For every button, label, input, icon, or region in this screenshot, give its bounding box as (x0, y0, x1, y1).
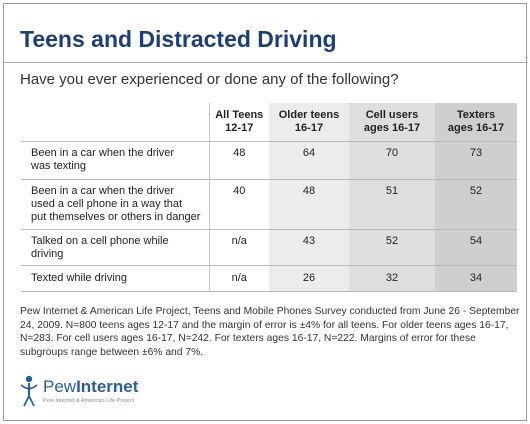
value-cell: 51 (349, 179, 435, 230)
value-cell: 70 (349, 141, 435, 180)
value-cell: 52 (435, 179, 517, 230)
row-label: Texted while driving (21, 265, 209, 292)
row-label: Been in a car when the driver was texting (21, 141, 209, 180)
table-row: Texted while driving n/a 26 32 34 (21, 265, 517, 292)
chart-title: Teens and Distracted Driving (20, 26, 337, 52)
column-header-line: Older teens (278, 108, 340, 121)
column-header-line: Cell users (365, 108, 419, 121)
chart-subtitle: Have you ever experienced or done any of… (20, 71, 399, 88)
header-blank-cell (21, 103, 209, 142)
pew-internet-logo: PewInternet Pew Internet & American Life… (17, 374, 167, 410)
chart-frame: Teens and Distracted Driving Have you ev… (3, 3, 528, 421)
header-row: All Teens 12-17 Older teens 16-17 Cell use… (21, 103, 517, 142)
value-cell: 26 (269, 265, 349, 292)
value-cell: 43 (269, 229, 349, 266)
row-label-line: used a cell phone in a way that (31, 197, 183, 210)
row-label-line: Talked on a cell phone while (31, 234, 169, 247)
value-cell: 48 (208, 141, 269, 180)
value-cell: n/a (208, 265, 269, 292)
row-label-line: driving (31, 247, 64, 260)
row-label-line: was texting (31, 159, 87, 172)
column-header-line: All Teens (215, 108, 264, 121)
value-cell: 32 (349, 265, 435, 292)
row-label: Been in a car when the driver used a cell… (21, 179, 209, 230)
value-cell: 54 (435, 229, 517, 266)
logo-word-bold: Internet (76, 377, 139, 396)
value-cell: n/a (208, 229, 269, 266)
value-cell: 73 (435, 141, 517, 180)
column-header-all-teens: All Teens 12-17 (208, 103, 269, 142)
row-label-line: Texted while driving (31, 271, 127, 284)
column-header-line: ages 16-17 (447, 121, 505, 134)
value-cell: 48 (269, 179, 349, 230)
value-cell: 64 (269, 141, 349, 180)
column-header-texters: Texters ages 16-17 (435, 103, 517, 142)
logo-tagline: Pew Internet & American Life Project (43, 398, 135, 404)
row-label-line: put themselves or others in danger (31, 210, 201, 223)
data-table: All Teens 12-17 Older teens 16-17 Cell use… (21, 103, 517, 292)
column-header-line: 16-17 (294, 121, 324, 134)
row-label-line: Been in a car when the driver (31, 146, 175, 159)
title-divider (4, 62, 528, 63)
logo-wordmark: PewInternet (43, 377, 138, 397)
logo-word: Pew (43, 377, 77, 396)
table-row: Talked on a cell phone while driving n/a … (21, 229, 517, 266)
column-header-line: 12-17 (225, 121, 254, 134)
row-label: Talked on a cell phone while driving (21, 229, 209, 266)
pew-logo-icon (20, 375, 38, 407)
column-header-cell-users: Cell users ages 16-17 (349, 103, 435, 142)
column-header-line: Texters (456, 108, 496, 121)
column-header-line: ages 16-17 (363, 121, 421, 134)
value-cell: 40 (208, 179, 269, 230)
source-note: Pew Internet & American Life Project, Te… (20, 306, 520, 358)
value-cell: 34 (435, 265, 517, 292)
value-cell: 52 (349, 229, 435, 266)
table-row: Been in a car when the driver used a cell… (21, 179, 517, 230)
row-label-line: Been in a car when the driver (31, 184, 175, 197)
column-header-older-teens: Older teens 16-17 (269, 103, 349, 142)
table-row: Been in a car when the driver was texting… (21, 141, 517, 180)
